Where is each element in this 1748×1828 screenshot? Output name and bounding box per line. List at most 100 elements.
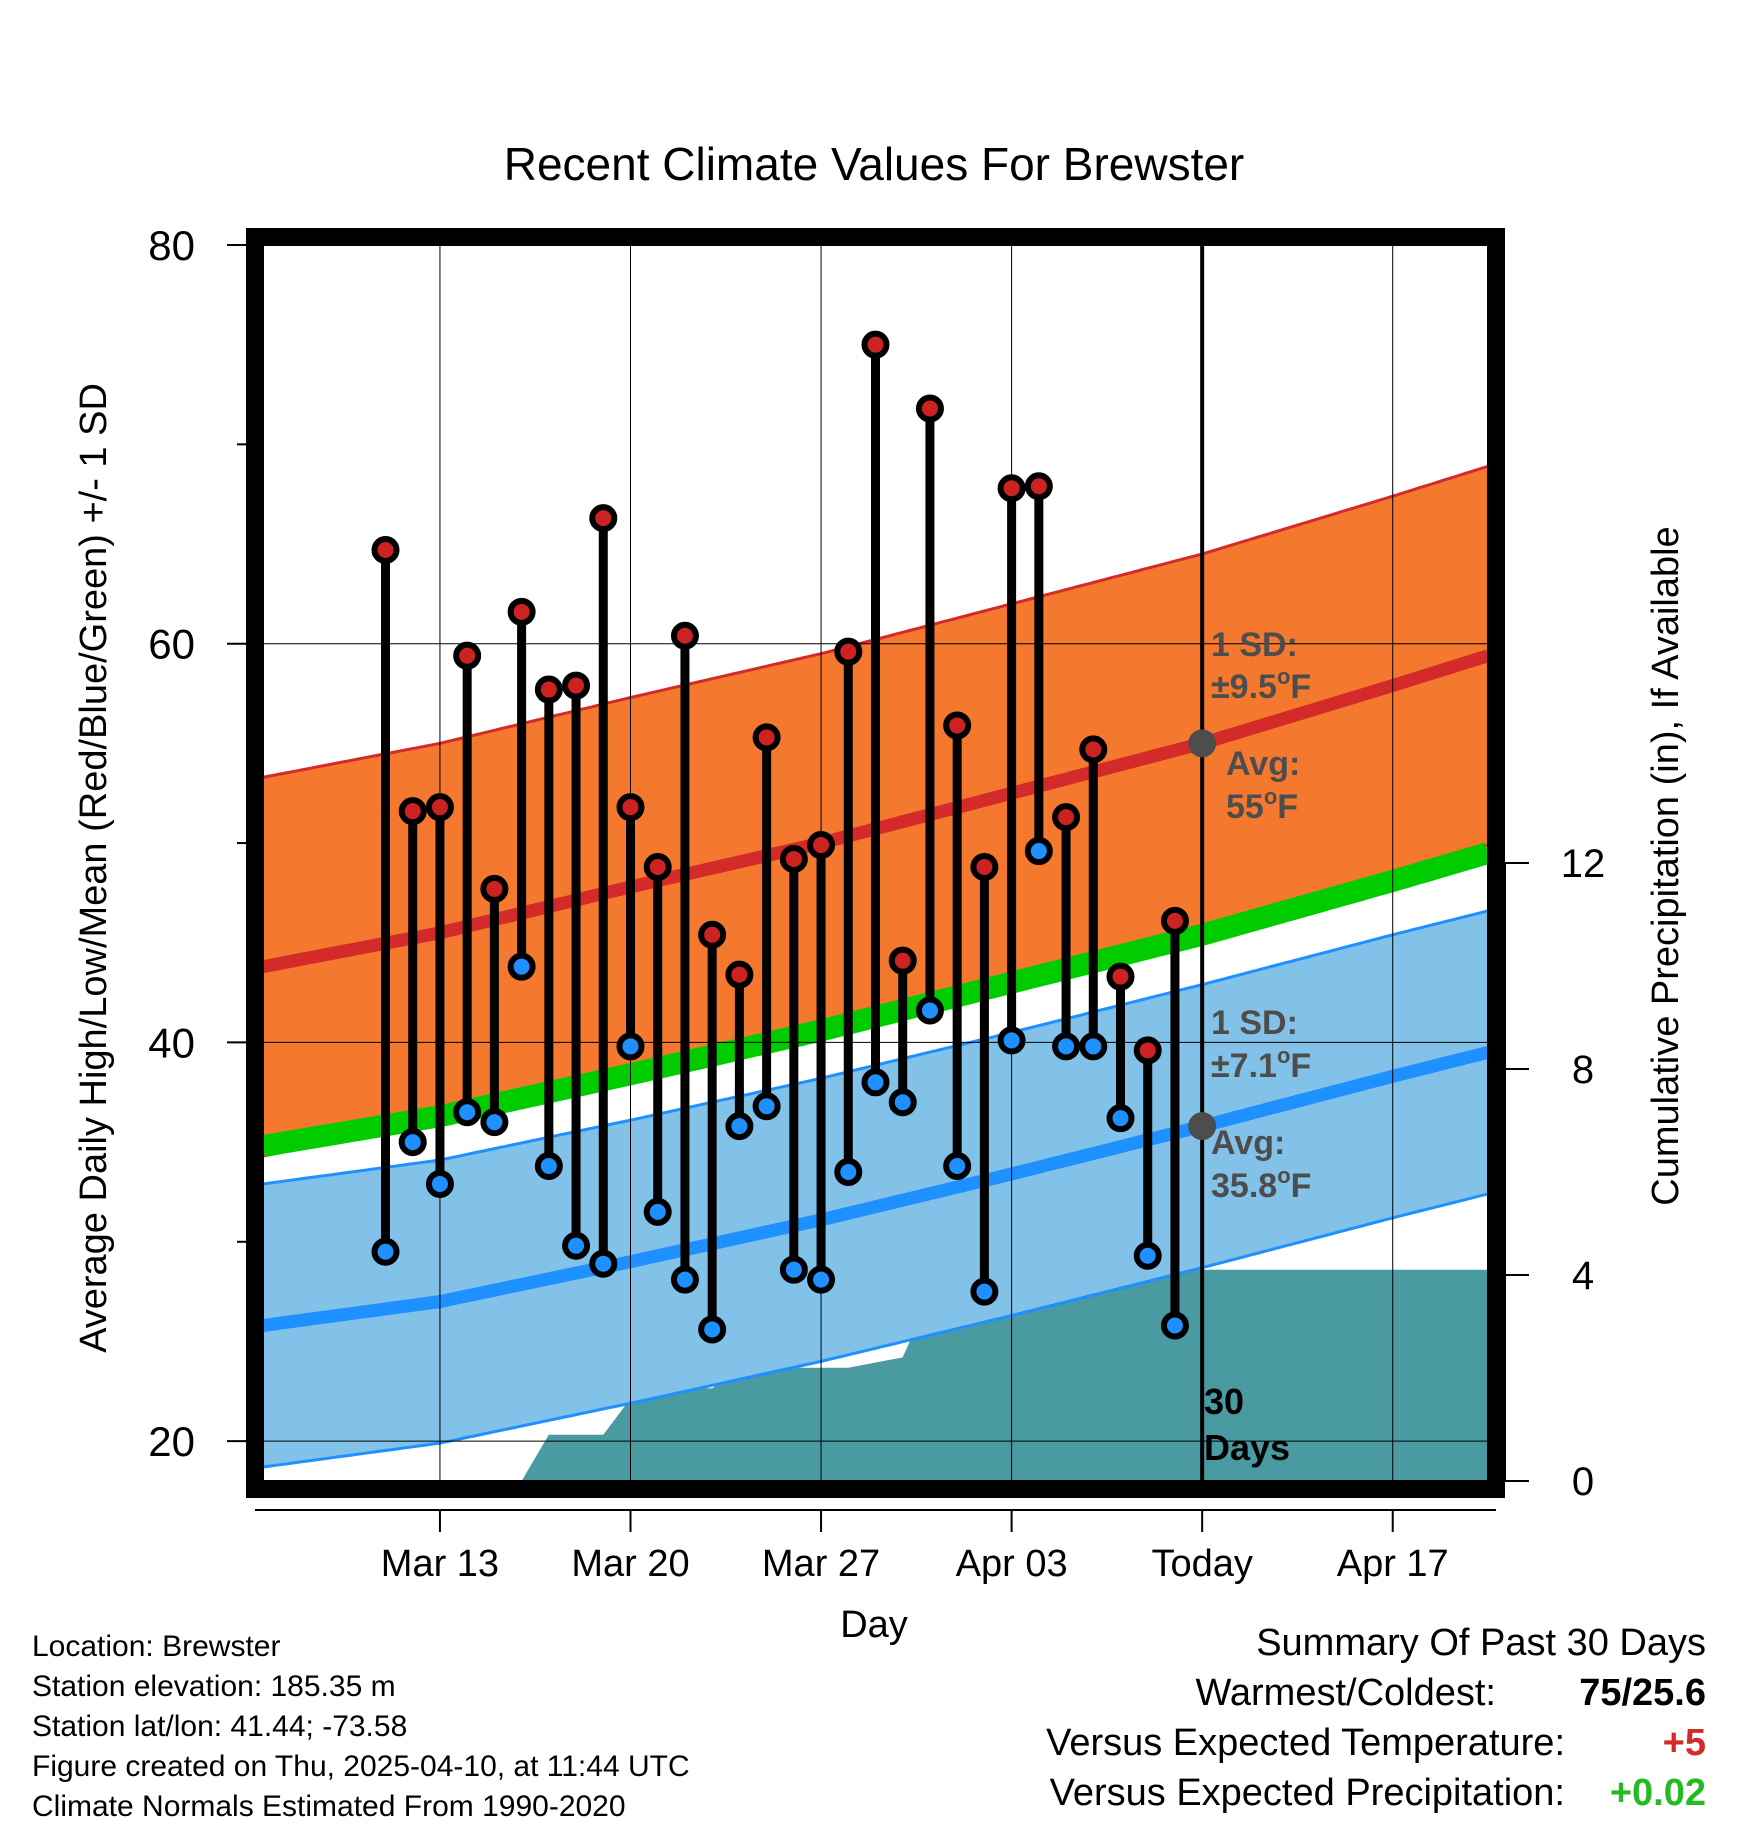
low-sd-band [263,910,1488,1467]
daily-high-dot [616,793,645,822]
high-sd-value: ±9.5oF [1211,664,1311,706]
daily-low-dot [453,1098,482,1127]
high-sd-label: 1 SD: [1211,626,1298,664]
high-avg-unit: F [1277,788,1298,826]
low-avg-value: 35.8oF [1211,1163,1311,1205]
daily-high-dot [698,920,727,949]
high-avg-label: Avg: [1226,745,1300,783]
warm-cold-label: Warmest/Coldest: [1195,1672,1496,1714]
daily-low-dot [997,1026,1026,1055]
days-number: 30 [1204,1381,1244,1422]
meta-latlon: Station lat/lon: 41.44; -73.58 [32,1710,408,1743]
daily-low-dot [643,1197,672,1226]
low-sd-label: 1 SD: [1211,1004,1298,1042]
y2-axis-label: Cumulative Precipitation (in), If Availa… [1645,526,1687,1205]
daily-low-dot [371,1237,400,1266]
daily-high-dot [752,723,781,752]
low-avg-unit: F [1291,1167,1312,1205]
daily-low-dot [1079,1032,1108,1061]
precip-value: +0.02 [1609,1772,1706,1814]
daily-low-dot [670,1265,699,1294]
daily-high-dot [807,831,836,860]
daily-high-dot [1133,1036,1162,1065]
daily-high-dot [670,621,699,650]
daily-high-dot [725,960,754,989]
x-tick-label: Mar 20 [571,1543,689,1585]
high-avg-number: 55 [1226,788,1264,826]
daily-high-dot [534,675,563,704]
daily-high-dot [970,852,999,881]
daily-low-dot [1052,1032,1081,1061]
y-tick-label: 40 [148,1019,195,1066]
low-sd-unit: F [1290,1047,1311,1085]
high-sd-deg: o [1277,664,1290,689]
meta-created: Figure created on Thu, 2025-04-10, at 11… [32,1750,690,1783]
daily-high-dot [1024,472,1053,501]
daily-low-dot [970,1277,999,1306]
temp-value: +5 [1662,1722,1706,1764]
warm-cold-value: 75/25.6 [1579,1672,1706,1714]
low-sd-number: ±7.1 [1211,1047,1277,1085]
daily-low-dot [943,1152,972,1181]
daily-high-dot [943,711,972,740]
y2-tick-label: 12 [1561,842,1606,886]
x-tick-label: Today [1151,1543,1252,1585]
daily-high-dot [589,504,618,533]
y-axis-label: Average Daily High/Low/Mean (Red/Blue/Gr… [73,383,115,1353]
daily-low-dot [1160,1311,1189,1340]
meta-normals: Climate Normals Estimated From 1990-2020 [32,1790,626,1823]
daily-high-dot [425,793,454,822]
axes-layer: 20 40 60 80 0 4 8 12 Mar 13 Mar 20 Mar 27 Apr 03 Tod… [148,222,1605,1585]
low-sd-deg: o [1277,1043,1290,1068]
daily-low-dot [425,1169,454,1198]
daily-low-dot [589,1249,618,1278]
daily-high-dot [1052,803,1081,832]
today-low-avg-marker [1188,1112,1217,1141]
high-sd-unit: F [1290,668,1311,706]
daily-low-dot [779,1255,808,1284]
y2-tick-label: 0 [1572,1460,1594,1504]
daily-low-dot [507,952,536,981]
low-avg-label: Avg: [1211,1124,1285,1162]
x-axis-label: Day [840,1604,908,1646]
temp-label: Versus Expected Temperature: [1046,1722,1565,1764]
y-tick-label: 80 [148,222,195,269]
daily-high-dot [371,536,400,565]
daily-range-stems-layer [381,344,1180,1330]
daily-high-dot [643,852,672,881]
x-tick-label: Apr 03 [956,1543,1068,1585]
high-avg-value: 55oF [1226,784,1298,826]
daily-low-dot [480,1108,509,1137]
daily-low-dot [752,1092,781,1121]
y2-tick-label: 4 [1572,1254,1594,1298]
x-tick-label: Apr 17 [1337,1543,1449,1585]
daily-low-dot [915,996,944,1025]
low-avg-number: 35.8 [1211,1167,1277,1205]
daily-low-dot [616,1032,645,1061]
low-sd-lower-edge [263,1192,1488,1469]
daily-high-dot [779,845,808,874]
daily-high-dot [453,641,482,670]
low-avg-deg: o [1277,1163,1290,1188]
daily-dots-layer [371,330,1217,1344]
daily-high-dot [507,597,536,626]
chart-title: Recent Climate Values For Brewster [504,138,1245,190]
plot-frame [246,228,1505,1498]
x-tick-label: Mar 27 [762,1543,880,1585]
daily-low-dot [888,1088,917,1117]
days-word: Days [1204,1427,1290,1468]
today-high-avg-marker [1188,729,1217,758]
daily-high-dot [1079,735,1108,764]
daily-high-dot [915,394,944,423]
daily-high-dot [562,671,591,700]
daily-low-dot [807,1265,836,1294]
daily-high-dot [1160,906,1189,935]
y-tick-label: 60 [148,621,195,668]
y-tick-label: 20 [148,1418,195,1465]
daily-high-dot [1106,962,1135,991]
low-sd-value: ±7.1oF [1211,1043,1311,1085]
high-avg-deg: o [1264,784,1277,809]
summary-title: Summary Of Past 30 Days [1256,1622,1706,1664]
daily-high-dot [888,946,917,975]
